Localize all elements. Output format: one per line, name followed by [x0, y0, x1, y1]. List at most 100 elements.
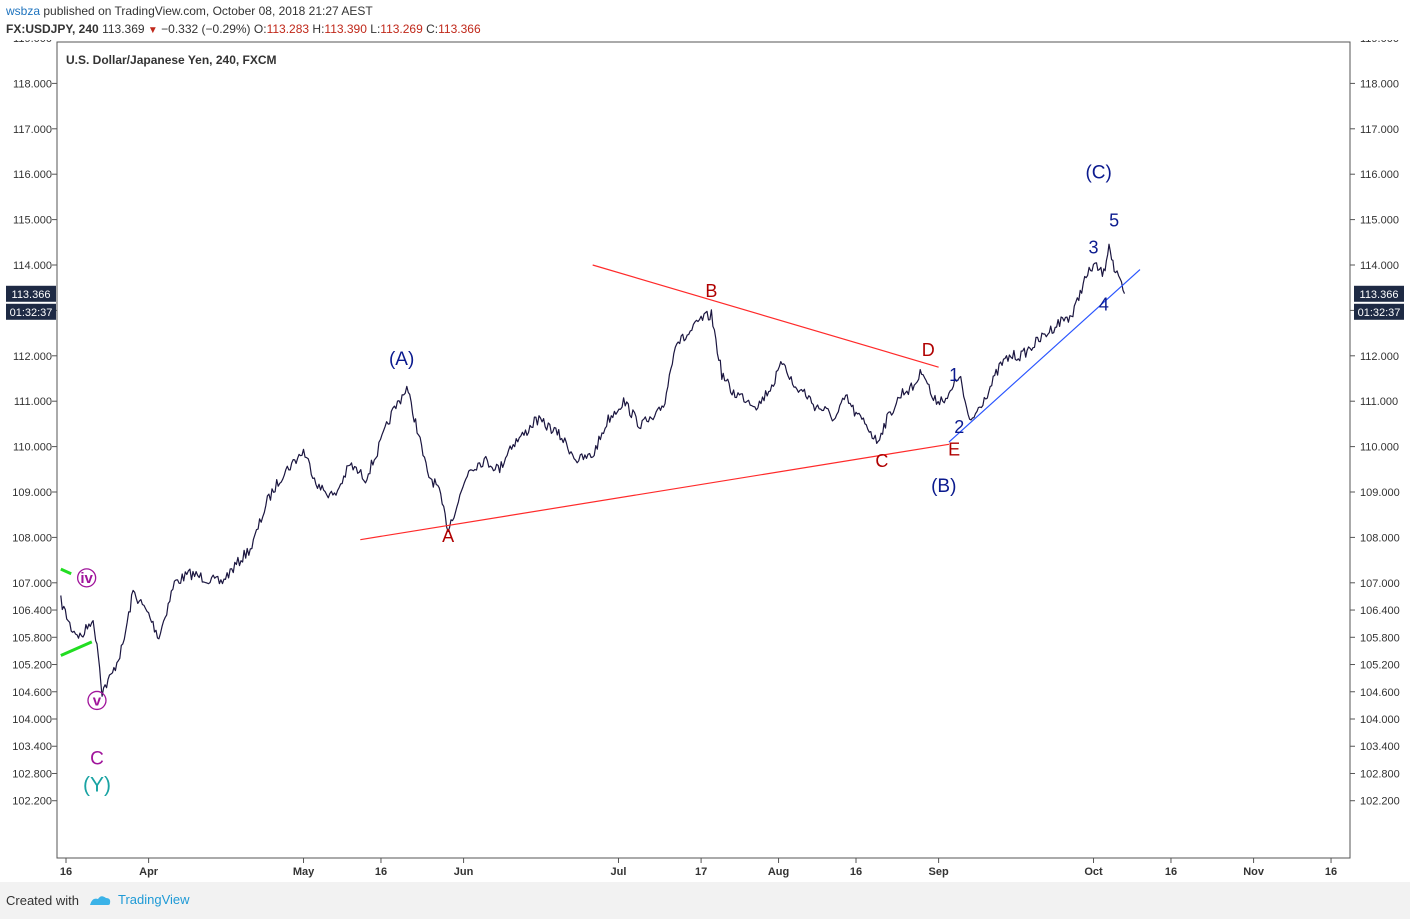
y-tick-label-right: 105.800: [1360, 632, 1400, 644]
x-tick-label: Jun: [454, 866, 474, 878]
y-tick-label-left: 119.000: [13, 40, 52, 45]
tradingview-logo-icon: [90, 895, 111, 905]
x-tick-label: 16: [375, 866, 387, 878]
y-tick-label-left: 104.600: [12, 687, 52, 699]
price-change: −0.332 (−0.29%): [161, 22, 251, 36]
chart-title: U.S. Dollar/Japanese Yen, 240, FXCM: [66, 53, 277, 67]
low-value: 113.269: [380, 22, 423, 36]
wave-label: 2: [954, 417, 964, 437]
price-chart[interactable]: U.S. Dollar/Japanese Yen, 240, FXCM 119.0…: [0, 40, 1410, 882]
symbol-label[interactable]: FX:USDJPY, 240: [6, 22, 99, 36]
y-tick-label-right: 103.400: [1360, 741, 1400, 753]
y-tick-label-left: 111.000: [14, 396, 52, 408]
y-tick-label-right: 104.000: [1360, 714, 1400, 726]
y-tick-label-right: 116.000: [1360, 169, 1399, 181]
y-tick-label-right: 105.200: [1360, 660, 1400, 672]
ohlc-legend: FX:USDJPY, 240 113.369 ▼ −0.332 (−0.29%)…: [6, 22, 481, 36]
wave-label: 4: [1099, 294, 1109, 314]
y-tick-label-left: 117.000: [13, 124, 52, 136]
x-tick-label: 17: [695, 866, 707, 878]
y-tick-label-left: 107.000: [12, 578, 52, 590]
x-tick-label: May: [293, 866, 315, 878]
wave-label: v: [93, 692, 102, 709]
price-series-line: [60, 243, 1126, 697]
wave-label: 3: [1089, 238, 1099, 258]
x-tick-label: Nov: [1243, 866, 1265, 878]
x-tick-label: Aug: [768, 866, 789, 878]
y-tick-label-right: 108.000: [1360, 532, 1400, 544]
red-trendline: [360, 443, 950, 541]
wave-label: (C): [1085, 163, 1111, 184]
wave-label: D: [922, 340, 935, 360]
wave-label: B: [705, 281, 717, 301]
wave-label: iv: [80, 570, 93, 587]
y-tick-label-right: 115.000: [1360, 215, 1399, 227]
y-tick-label-right: 102.800: [1360, 768, 1400, 780]
y-tick-label-left: 118.000: [13, 78, 52, 90]
y-tick-label-right: 119.000: [1360, 40, 1399, 45]
author-link[interactable]: wsbza: [6, 4, 41, 18]
publish-text: published on TradingView.com, October 08…: [43, 4, 373, 18]
countdown-label-left: 01:32:37: [10, 307, 53, 319]
wave-label: A: [442, 526, 454, 546]
y-tick-label-right: 109.000: [1360, 487, 1400, 499]
y-tick-label-left: 106.400: [12, 605, 52, 617]
low-label: L:: [370, 22, 381, 36]
chart-header: wsbza published on TradingView.com, Octo…: [0, 0, 1410, 40]
y-tick-label-right: 114.000: [1360, 260, 1399, 272]
x-tick-label: Apr: [139, 866, 159, 878]
last-price: 113.369: [102, 22, 145, 36]
last-price-label-left: 113.366: [12, 289, 51, 301]
x-tick-label: Sep: [929, 866, 949, 878]
red-trendline: [592, 264, 939, 368]
x-tick-label: Oct: [1084, 866, 1103, 878]
high-value: 113.390: [324, 22, 367, 36]
footer-bar: Created with TradingView: [0, 882, 1410, 919]
last-price-badge-right: [1354, 285, 1404, 302]
wave-label: 5: [1109, 210, 1119, 230]
last-price-badge-left: [6, 285, 56, 302]
x-tick-label: 16: [1325, 866, 1337, 878]
wave-label: E: [948, 440, 960, 460]
y-tick-label-left: 110.000: [13, 442, 52, 454]
open-value: 113.283: [266, 22, 310, 36]
wave-label: (A): [389, 349, 414, 370]
y-tick-label-left: 103.400: [12, 741, 52, 753]
x-tick-label: 16: [60, 866, 72, 878]
x-tick-label: 16: [1165, 866, 1177, 878]
wave-label: 1: [949, 365, 959, 385]
created-with-text: Created with: [6, 893, 79, 908]
plot-frame: [56, 41, 1351, 859]
x-tick-label: Jul: [611, 866, 627, 878]
blue-trendline: [948, 269, 1141, 443]
countdown-badge-left: [6, 303, 56, 320]
y-tick-label-left: 105.800: [12, 632, 52, 644]
high-label: H:: [312, 22, 325, 36]
y-tick-label-left: 116.000: [13, 169, 52, 181]
countdown-label-right: 01:32:37: [1358, 307, 1401, 319]
x-tick-label: 16: [850, 866, 862, 878]
y-tick-label-left: 112.000: [13, 351, 52, 363]
publish-info: wsbza published on TradingView.com, Octo…: [6, 4, 373, 18]
y-tick-label-right: 118.000: [1360, 78, 1399, 90]
wave-label: C: [875, 451, 888, 471]
wave-label: (B): [931, 476, 956, 497]
y-tick-label-right: 110.000: [1360, 442, 1399, 454]
y-tick-label-left: 108.000: [12, 532, 52, 544]
y-tick-label-left: 114.000: [13, 260, 52, 272]
wave-label: (Y): [83, 774, 111, 797]
tradingview-link[interactable]: TradingView: [88, 892, 190, 907]
tradingview-brand-text: TradingView: [118, 892, 190, 907]
y-tick-label-right: 111.000: [1360, 396, 1398, 408]
green-trendline: [60, 640, 93, 657]
y-tick-label-left: 109.000: [12, 487, 52, 499]
open-label: O:: [253, 22, 267, 36]
y-tick-label-right: 117.000: [1360, 124, 1399, 136]
last-price-label-right: 113.366: [1360, 289, 1399, 301]
close-label: C:: [426, 22, 439, 36]
y-tick-label-left: 104.000: [12, 714, 52, 726]
countdown-badge-right: [1354, 303, 1404, 320]
y-tick-label-right: 104.600: [1360, 687, 1400, 699]
y-tick-label-left: 115.000: [13, 215, 52, 227]
y-tick-label-right: 112.000: [1360, 351, 1399, 363]
